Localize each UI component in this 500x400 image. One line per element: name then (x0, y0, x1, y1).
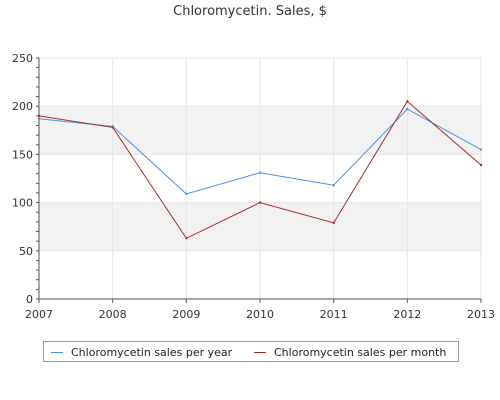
chart-legend: Chloromycetin sales per year Chloromycet… (43, 341, 459, 362)
legend-swatch-series-1 (51, 352, 63, 353)
chart-title: Chloromycetin. Sales, $ (173, 4, 327, 19)
legend-item-series-1: Chloromycetin sales per year (51, 346, 232, 359)
y-tick-label: 200 (12, 100, 33, 113)
series-1-point (406, 107, 409, 111)
series-2-point (479, 163, 483, 167)
series-1-point (37, 117, 41, 120)
series-2-point (258, 201, 262, 204)
x-tick-label: 2013 (467, 308, 495, 321)
x-tick-label: 2008 (99, 308, 127, 321)
y-tick-label: 50 (19, 245, 33, 258)
y-tick-label: 150 (12, 148, 33, 161)
series-2-point (37, 114, 41, 118)
legend-item-series-2: Chloromycetin sales per month (254, 346, 446, 359)
legend-label-series-1: Chloromycetin sales per year (71, 346, 233, 359)
series-2-point (111, 126, 114, 129)
y-tick-label: 100 (12, 197, 33, 210)
series-2-point (332, 221, 335, 225)
series-1-point (479, 148, 483, 151)
x-tick-label: 2012 (393, 308, 421, 321)
series-2-point (406, 100, 409, 103)
x-tick-label: 2010 (246, 308, 274, 321)
series-1-point (332, 184, 335, 187)
x-tick-label: 2007 (25, 308, 53, 321)
legend-label-series-2: Chloromycetin sales per month (274, 346, 447, 359)
y-tick-label: 250 (12, 52, 33, 65)
series-2-point (185, 237, 188, 240)
series-1-point (185, 192, 188, 196)
x-tick-label: 2011 (320, 308, 348, 321)
legend-swatch-series-2 (254, 352, 266, 353)
x-tick-label: 2009 (172, 308, 200, 321)
series-1-point (258, 171, 262, 174)
y-tick-label: 0 (26, 293, 33, 306)
